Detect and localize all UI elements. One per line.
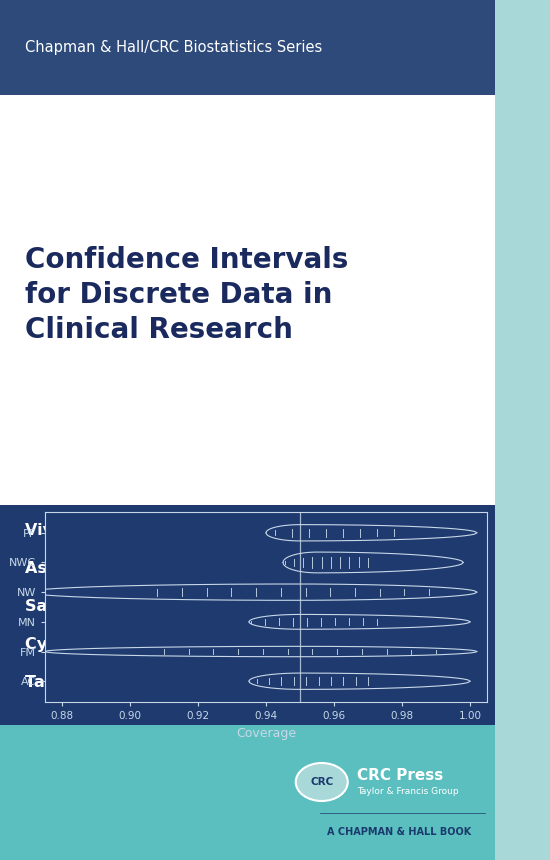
X-axis label: Coverage: Coverage (236, 727, 296, 740)
Text: Cynthia Basu: Cynthia Basu (25, 637, 144, 652)
Ellipse shape (296, 763, 348, 801)
Bar (0, 725, 495, 860)
Text: Ashis Gangopadhyay: Ashis Gangopadhyay (25, 561, 213, 576)
Text: Tathagata Banerjee: Tathagata Banerjee (25, 675, 202, 690)
Text: A CHAPMAN & HALL BOOK: A CHAPMAN & HALL BOOK (327, 827, 471, 837)
Text: Chapman & Hall/CRC Biostatistics Series: Chapman & Hall/CRC Biostatistics Series (25, 40, 322, 54)
Text: Taylor & Francis Group: Taylor & Francis Group (357, 788, 458, 796)
Text: CRC: CRC (310, 777, 333, 787)
Text: Vivek Pradhan: Vivek Pradhan (25, 523, 156, 538)
Text: CRC Press: CRC Press (357, 767, 443, 783)
Text: Sandeep Menon: Sandeep Menon (25, 599, 170, 614)
Text: Confidence Intervals
for Discrete Data in
Clinical Research: Confidence Intervals for Discrete Data i… (25, 247, 348, 344)
Bar (0, 505, 495, 725)
Bar (495, 0, 550, 860)
Bar (0, 95, 495, 505)
